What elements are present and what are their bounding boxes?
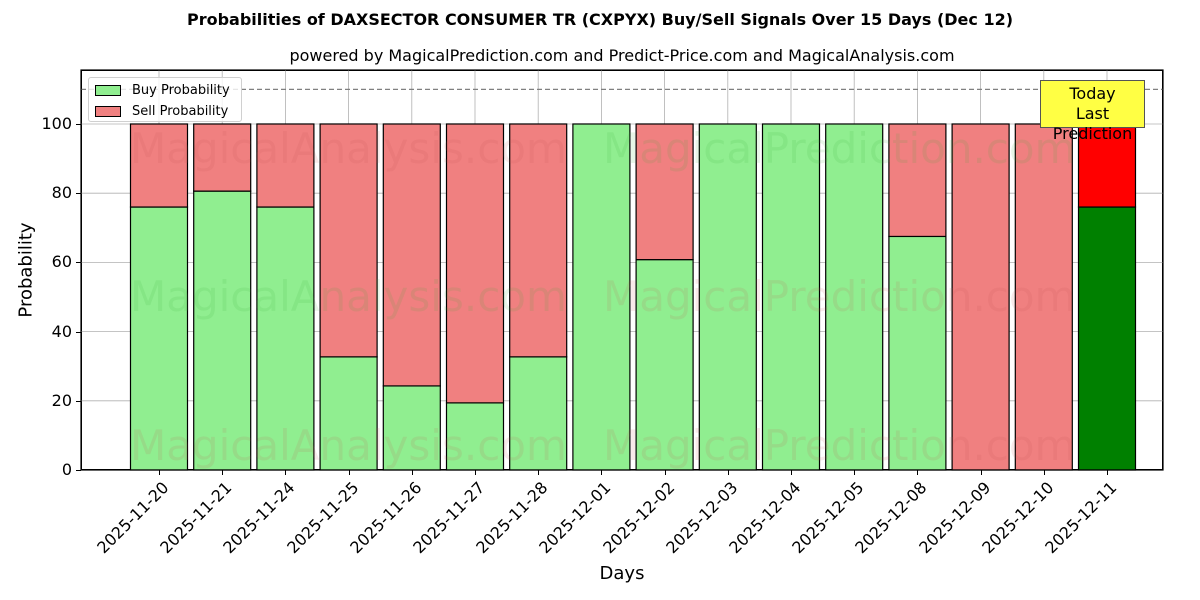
y-axis-label: Probability [15,222,37,318]
buy-bar [509,356,568,471]
x-tick-mark [917,470,919,475]
x-tick-mark [664,470,666,475]
buy-bar [698,123,757,471]
x-tick-mark [727,470,729,475]
legend-item-buy: Buy Probability [95,82,230,98]
y-tick-mark [76,262,81,264]
y-tick-label: 100 [41,113,72,133]
buy-bar [635,259,694,471]
buy-bar [193,190,252,471]
annotation-line-1: Today [1069,84,1116,103]
chart-title: Probabilities of DAXSECTOR CONSUMER TR (… [186,10,1014,29]
y-tick-label: 0 [61,460,72,479]
y-tick-label: 80 [51,183,72,203]
x-tick-mark [791,470,792,475]
legend-buy-label: Buy Probability [132,82,230,98]
chart-subtitle: powered by MagicalPrediction.com and Pre… [289,46,955,65]
x-tick-mark [538,470,540,475]
sell-bar [445,123,505,404]
buy-swatch-icon [95,84,121,96]
x-tick-mark [1107,470,1108,475]
x-tick-mark [1043,470,1045,475]
buy-bar [256,206,315,471]
y-tick-label: 60 [51,252,72,272]
annotation-line-2: Last Prediction [1052,104,1133,143]
sell-swatch-icon [95,105,121,117]
y-tick-mark [76,470,81,471]
buy-bar [761,123,821,471]
sell-bar [509,123,568,358]
x-tick-mark [475,470,476,475]
sell-bar [319,123,378,358]
legend: Buy Probability Sell Probability [88,77,242,122]
legend-sell-label: Sell Probability [132,103,229,119]
y-tick-mark [76,400,81,402]
y-tick-mark [76,331,81,333]
x-tick-mark [348,470,350,475]
buy-bar [445,402,505,471]
x-axis-label: Days [599,563,645,584]
today-annotation: Today Last Prediction [1040,80,1145,143]
buy-bar [825,123,884,471]
x-tick-mark [601,470,603,475]
x-tick-mark [854,470,856,475]
y-tick-mark [76,123,81,125]
sell-bar [635,123,694,261]
y-tick-label: 20 [51,390,72,410]
buy-bar [572,123,631,471]
sell-bar [256,123,315,208]
x-tick-mark [411,470,413,475]
y-tick-mark [76,193,81,195]
buy-bar [1077,206,1137,471]
y-tick-label: 40 [51,321,72,341]
x-tick-mark [159,470,160,475]
sell-bar [129,123,189,208]
buy-bar [382,385,441,471]
legend-item-sell: Sell Probability [95,103,228,119]
buy-bar [319,356,378,471]
x-tick-mark [285,470,287,475]
x-tick-mark [222,470,224,475]
buy-bar [888,235,947,471]
axes-frame [80,69,1164,471]
sell-bar [1014,123,1073,471]
sell-bar [888,123,947,238]
sell-bar [951,123,1010,471]
x-tick-mark [980,470,982,475]
sell-bar [382,123,441,387]
sell-bar [193,123,252,192]
buy-bar [129,206,189,471]
